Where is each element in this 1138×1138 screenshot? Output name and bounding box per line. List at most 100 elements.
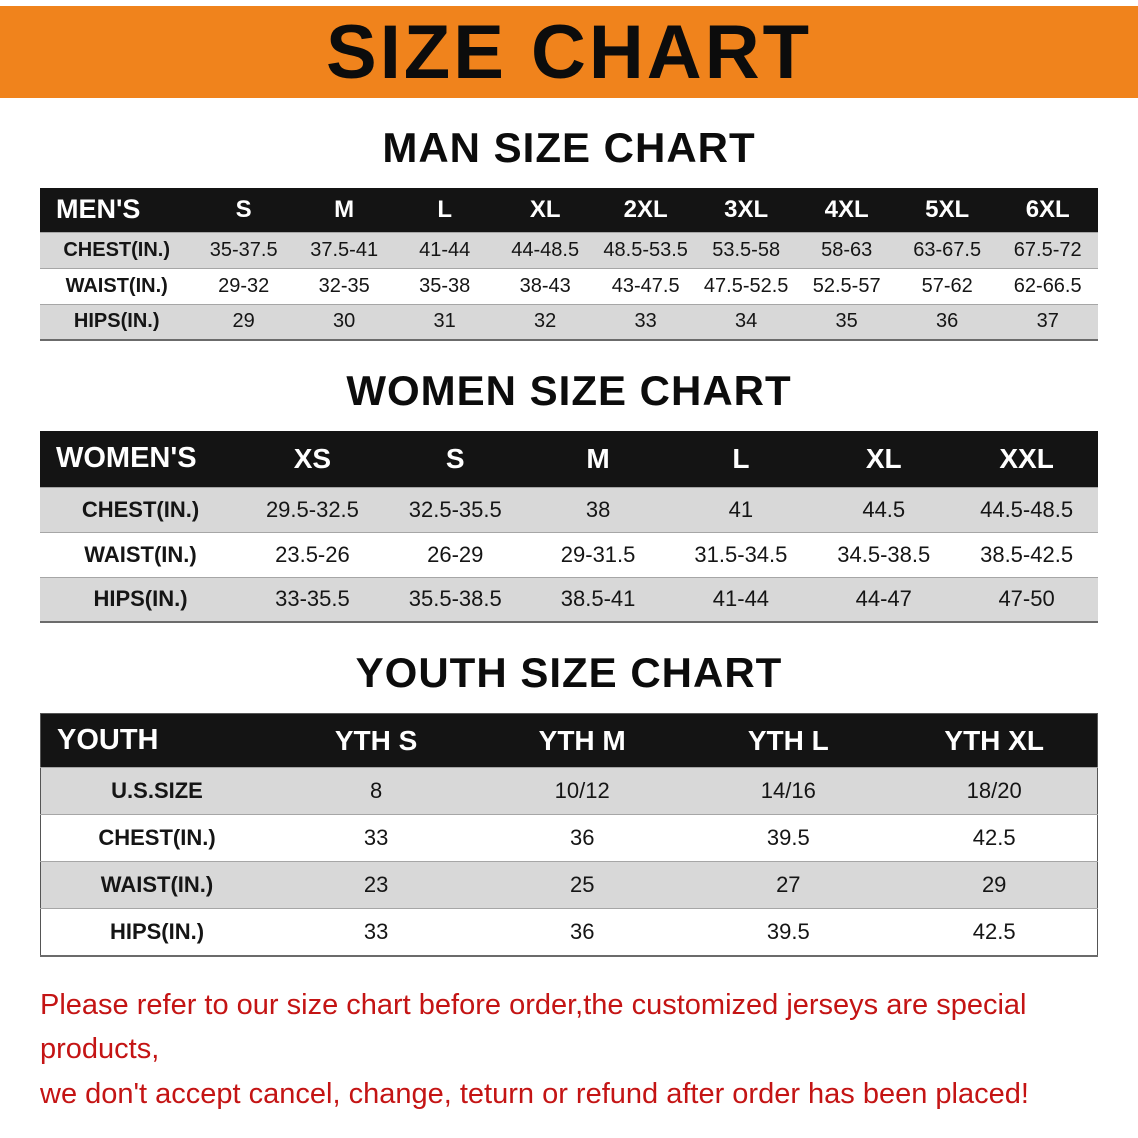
women-col-header-xl: XL: [812, 431, 956, 487]
men-col-header-s: S: [193, 188, 294, 232]
size-value: 35-38: [394, 267, 495, 304]
row-label-waist: WAIST(IN.): [40, 531, 242, 577]
row-label-hips: HIPS(IN.): [40, 303, 194, 340]
women-section: WOMEN SIZE CHART WOMEN'S XS S M L XL XXL…: [0, 367, 1138, 623]
disclaimer-line-1: Please refer to our size chart before or…: [40, 988, 1027, 1066]
size-value: 35-37.5: [193, 231, 294, 268]
youth-section-title: YOUTH SIZE CHART: [355, 649, 783, 696]
men-section-title: MAN SIZE CHART: [382, 124, 756, 171]
size-value: 31.5-34.5: [669, 531, 813, 577]
row-label-chest: CHEST(IN.): [40, 486, 242, 532]
size-value: 29-31.5: [526, 531, 670, 577]
size-value: 41-44: [669, 576, 813, 622]
men-hips-row: HIPS(IN.) 29 30 31 32 33 34 35 36 37: [40, 303, 1098, 340]
size-value: 44-48.5: [494, 231, 596, 268]
size-value: 41: [669, 486, 813, 532]
size-value: 27: [685, 861, 892, 909]
size-value: 32.5-35.5: [383, 486, 527, 532]
youth-size-table: YOUTH YTH S YTH M YTH L YTH XL U.S.SIZE …: [40, 713, 1098, 957]
size-value: 29: [193, 303, 294, 340]
size-value: 29.5-32.5: [241, 486, 384, 532]
size-value: 36: [896, 303, 998, 340]
size-value: 44.5-48.5: [955, 486, 1098, 532]
size-value: 62-66.5: [997, 267, 1098, 304]
women-table-wrap: WOMEN'S XS S M L XL XXL CHEST(IN.) 29.5-…: [40, 431, 1098, 623]
youth-col-header-yth-s: YTH S: [273, 713, 480, 768]
page-title: SIZE CHART: [326, 9, 812, 95]
men-col-header-4xl: 4XL: [796, 188, 897, 232]
men-table-wrap: MEN'S S M L XL 2XL 3XL 4XL 5XL 6XL CHEST…: [40, 188, 1098, 341]
size-value: 33-35.5: [241, 576, 384, 622]
youth-header-row: YOUTH YTH S YTH M YTH L YTH XL: [40, 713, 1098, 768]
men-size-table: MEN'S S M L XL 2XL 3XL 4XL 5XL 6XL CHEST…: [40, 188, 1098, 341]
size-value: 35: [796, 303, 897, 340]
youth-col-header-yth-xl: YTH XL: [891, 713, 1098, 768]
youth-col-header-yth-l: YTH L: [685, 713, 892, 768]
size-value: 38.5-42.5: [955, 531, 1098, 577]
size-value: 39.5: [685, 814, 892, 862]
size-value: 25: [479, 861, 686, 909]
youth-col-header-yth-m: YTH M: [479, 713, 686, 768]
size-value: 30: [293, 303, 395, 340]
women-hips-row: HIPS(IN.) 33-35.5 35.5-38.5 38.5-41 41-4…: [40, 576, 1098, 622]
size-value: 38.5-41: [526, 576, 670, 622]
size-chart-page: { "banner": { "title": "SIZE CHART" }, "…: [0, 6, 1138, 1138]
size-value: 18/20: [891, 767, 1098, 815]
men-waist-row: WAIST(IN.) 29-32 32-35 35-38 38-43 43-47…: [40, 267, 1098, 304]
women-col-header-xxl: XXL: [955, 431, 1098, 487]
size-value: 37: [997, 303, 1098, 340]
size-value: 10/12: [479, 767, 686, 815]
size-value: 52.5-57: [796, 267, 897, 304]
size-value: 29-32: [193, 267, 294, 304]
size-value: 48.5-53.5: [595, 231, 696, 268]
men-header-row: MEN'S S M L XL 2XL 3XL 4XL 5XL 6XL: [40, 188, 1098, 232]
women-header-row: WOMEN'S XS S M L XL XXL: [40, 431, 1098, 487]
women-col-header-xs: XS: [241, 431, 384, 487]
size-value: 39.5: [685, 908, 892, 956]
row-label-us-size: U.S.SIZE: [40, 767, 274, 815]
size-value: 33: [595, 303, 696, 340]
size-value: 38-43: [494, 267, 596, 304]
size-value: 53.5-58: [695, 231, 797, 268]
men-col-header-5xl: 5XL: [896, 188, 998, 232]
banner: SIZE CHART: [0, 6, 1138, 98]
size-value: 33: [273, 908, 480, 956]
size-value: 42.5: [891, 908, 1098, 956]
size-value: 26-29: [383, 531, 527, 577]
men-col-header-3xl: 3XL: [695, 188, 797, 232]
row-label-hips: HIPS(IN.): [40, 576, 242, 622]
size-value: 42.5: [891, 814, 1098, 862]
size-value: 38: [526, 486, 670, 532]
size-value: 36: [479, 908, 686, 956]
men-section: MAN SIZE CHART MEN'S S M L XL 2XL 3XL 4X…: [0, 124, 1138, 341]
size-value: 35.5-38.5: [383, 576, 527, 622]
row-label-chest: CHEST(IN.): [40, 814, 274, 862]
size-value: 47.5-52.5: [695, 267, 797, 304]
disclaimer-line-2: we don't accept cancel, change, teturn o…: [40, 1078, 1029, 1111]
size-value: 37.5-41: [293, 231, 395, 268]
youth-section: YOUTH SIZE CHART YOUTH YTH S YTH M YTH L…: [0, 649, 1138, 957]
row-label-waist: WAIST(IN.): [40, 861, 274, 909]
size-value: 67.5-72: [997, 231, 1098, 268]
size-value: 32-35: [293, 267, 395, 304]
size-value: 41-44: [394, 231, 495, 268]
size-value: 32: [494, 303, 596, 340]
size-value: 43-47.5: [595, 267, 696, 304]
size-value: 23.5-26: [241, 531, 384, 577]
size-value: 8: [273, 767, 480, 815]
men-table-corner-label: MEN'S: [40, 188, 194, 232]
row-label-waist: WAIST(IN.): [40, 267, 194, 304]
size-value: 33: [273, 814, 480, 862]
women-section-title: WOMEN SIZE CHART: [346, 367, 792, 414]
men-col-header-2xl: 2XL: [595, 188, 696, 232]
size-value: 63-67.5: [896, 231, 998, 268]
size-value: 47-50: [955, 576, 1098, 622]
youth-table-wrap: YOUTH YTH S YTH M YTH L YTH XL U.S.SIZE …: [40, 713, 1098, 957]
youth-ussize-row: U.S.SIZE 8 10/12 14/16 18/20: [40, 767, 1098, 815]
size-value: 14/16: [685, 767, 892, 815]
men-col-header-xl: XL: [494, 188, 596, 232]
size-value: 34: [695, 303, 797, 340]
women-col-header-l: L: [669, 431, 813, 487]
youth-hips-row: HIPS(IN.) 33 36 39.5 42.5: [40, 908, 1098, 956]
size-value: 29: [891, 861, 1098, 909]
